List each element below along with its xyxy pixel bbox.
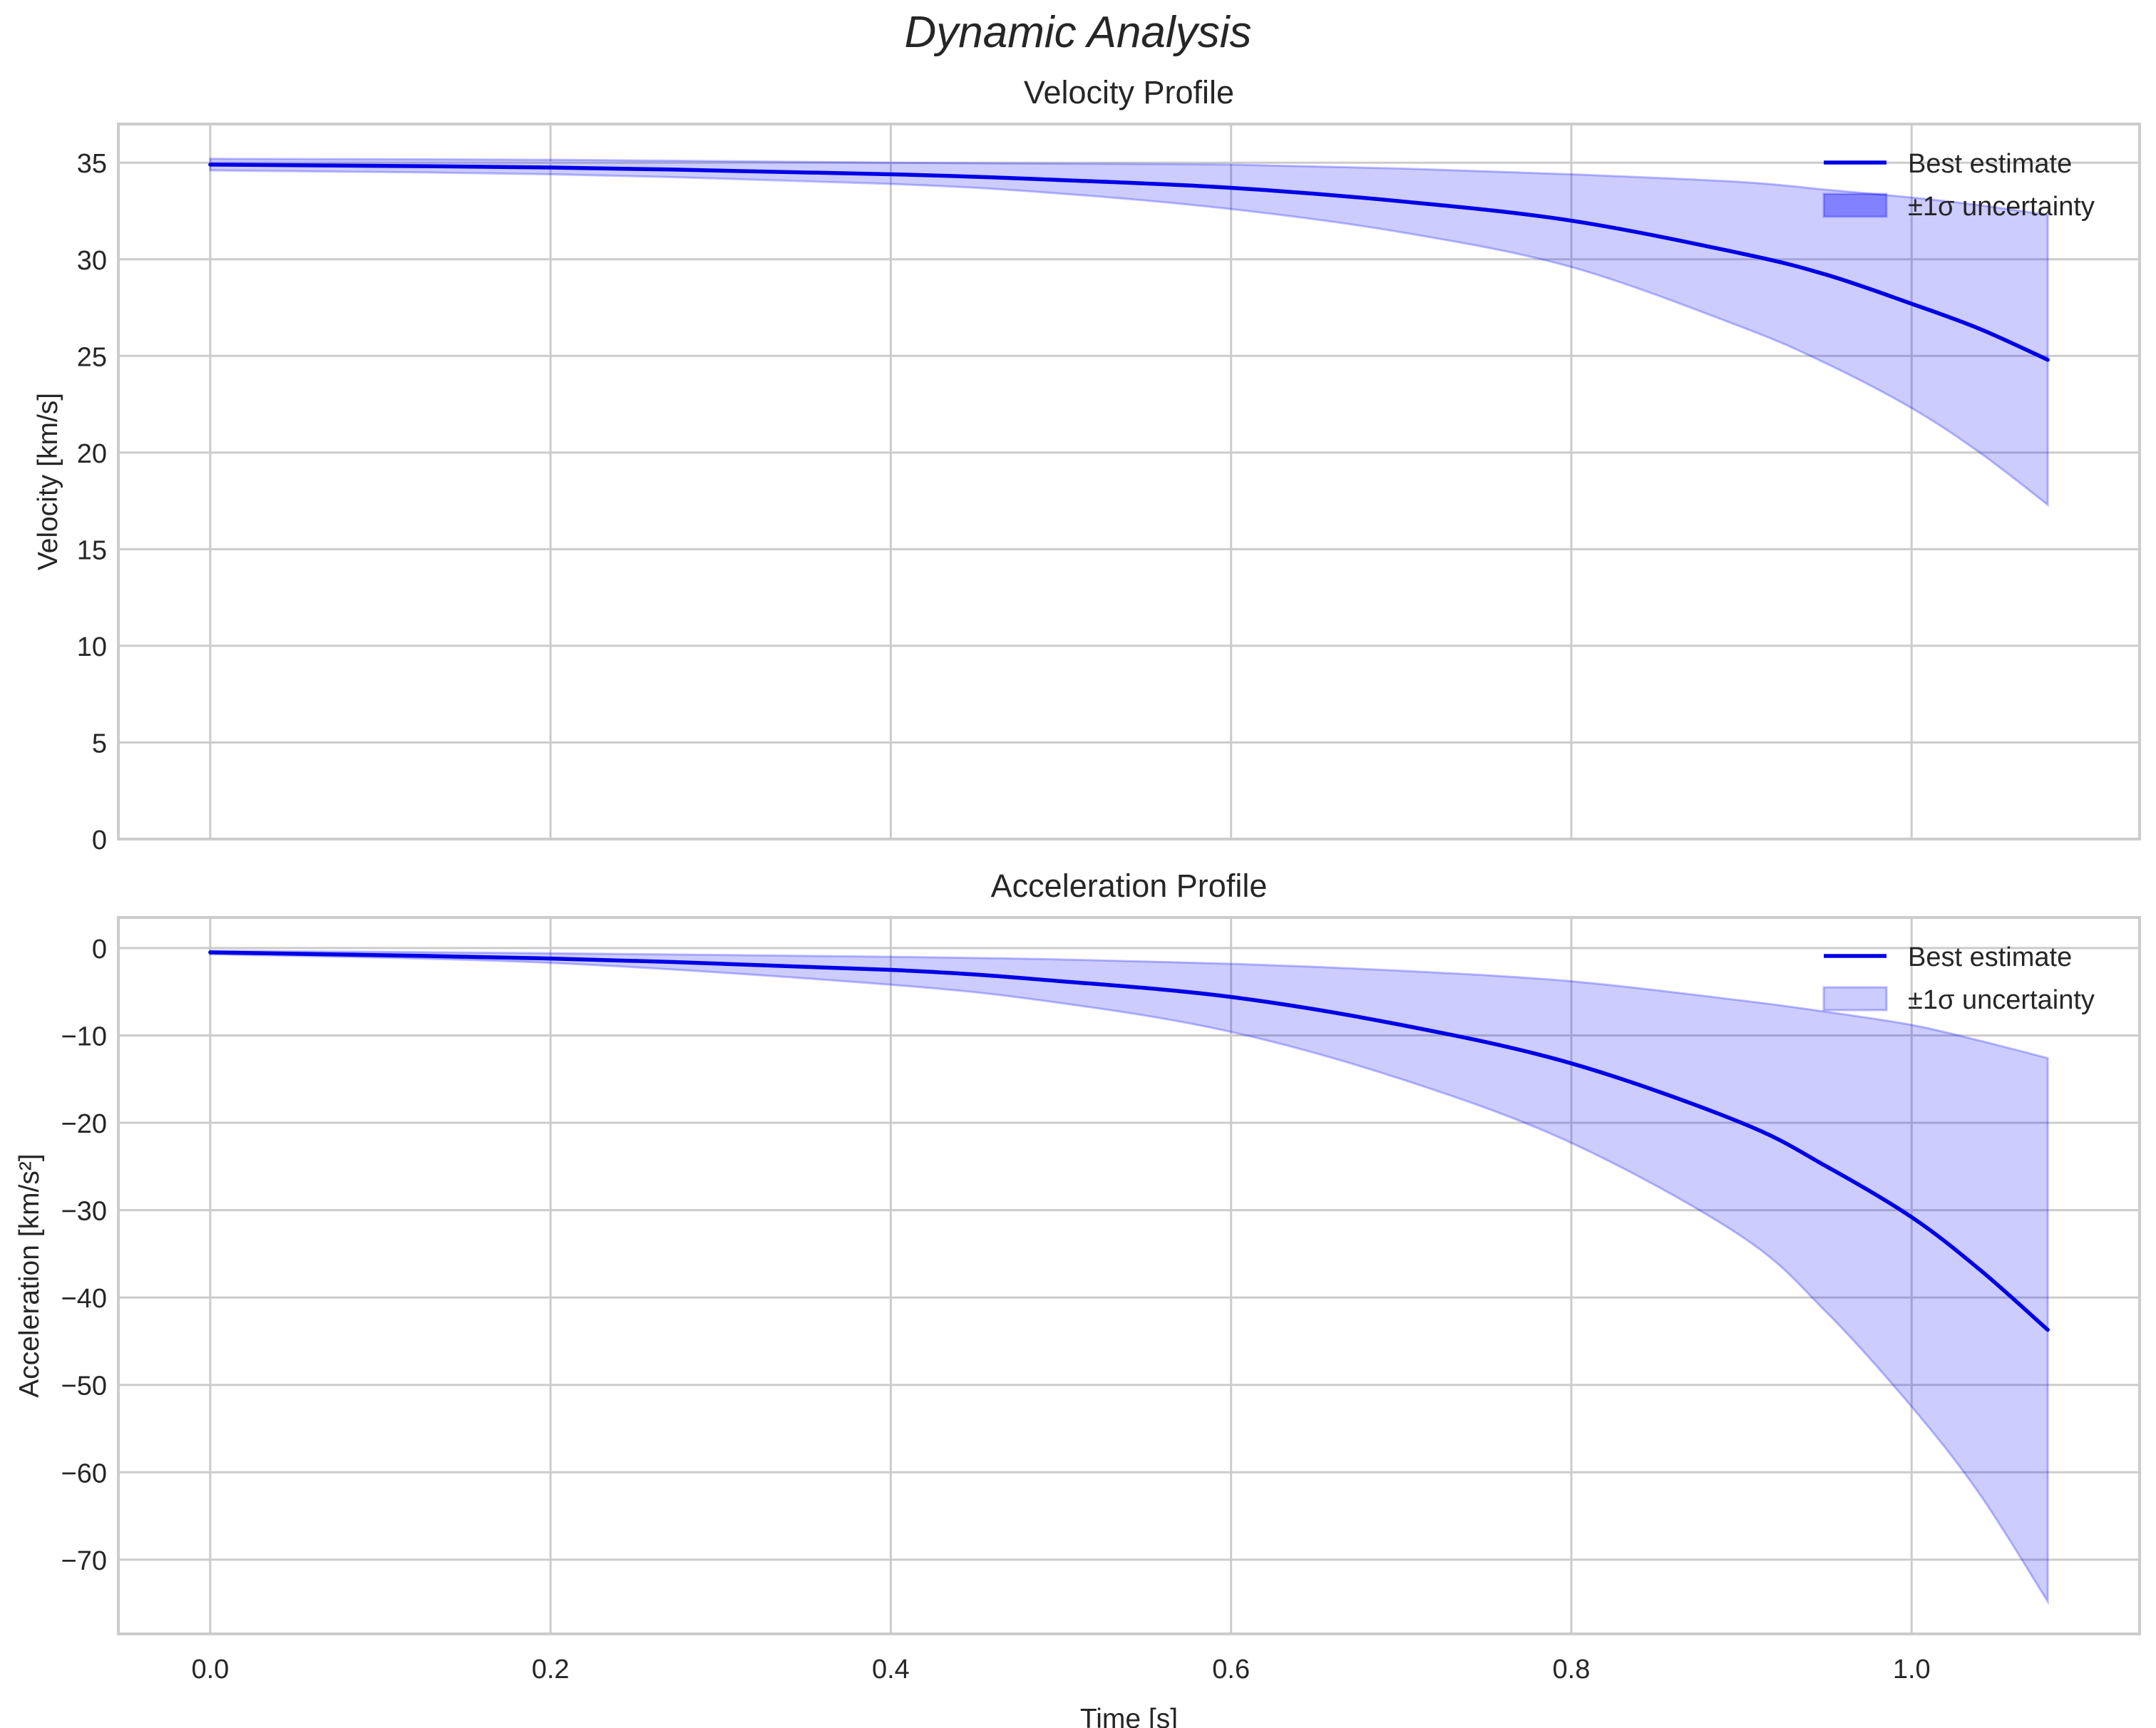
y-tick-label: −50	[61, 1372, 107, 1402]
x-axis-label: Time [s]	[1080, 1704, 1178, 1728]
x-tick-label: 0.8	[1553, 1655, 1591, 1685]
acceleration-plot: 0 −10 −20 −30 −40 −50 −60 −70 0.0 0.2 0.4 0.6 0.8 1.0…	[14, 916, 2141, 1728]
x-tick-label: 0.0	[191, 1655, 229, 1685]
legend-band-swatch	[1822, 986, 1888, 1012]
y-tick-label: 10	[77, 632, 107, 662]
legend-label-best-estimate: Best estimate	[1908, 942, 2072, 972]
y-tick-label: 15	[77, 535, 107, 565]
legend: Best estimate ±1σ uncertainty	[1822, 942, 2095, 1015]
y-tick-label: 25	[77, 342, 107, 372]
x-tick-label: 0.4	[872, 1655, 910, 1685]
x-tick-label: 0.2	[532, 1655, 570, 1685]
y-tick-label: −40	[61, 1284, 107, 1314]
y-tick-label: 30	[77, 246, 107, 276]
legend-label-best-estimate: Best estimate	[1908, 149, 2072, 179]
axes-frame	[117, 916, 2141, 1635]
y-tick-label: 0	[92, 826, 107, 855]
axes-frame	[117, 123, 2141, 840]
x-tick-label: 0.6	[1212, 1655, 1250, 1685]
best-estimate-line	[208, 950, 2050, 1332]
y-tick-label: −30	[61, 1197, 107, 1227]
y-tick-label: 5	[92, 729, 107, 758]
figure-title: Dynamic Analysis	[904, 8, 1252, 57]
y-tick-label: −20	[61, 1109, 107, 1139]
velocity-plot-title: Velocity Profile	[1023, 74, 1235, 110]
y-tick-label: 20	[77, 439, 107, 469]
y-tick-label: 0	[92, 935, 107, 965]
best-estimate-line	[208, 163, 2050, 362]
legend-label-uncertainty: ±1σ uncertainty	[1908, 192, 2095, 222]
legend-band-swatch	[1822, 192, 1888, 218]
x-tick-label: 1.0	[1893, 1655, 1931, 1685]
legend-label-uncertainty: ±1σ uncertainty	[1908, 985, 2095, 1015]
y-tick-label: −60	[61, 1459, 107, 1488]
y-tick-label: −70	[61, 1546, 107, 1576]
velocity-plot: 0 5 10 15 20 25 30 35 Velocity [km/s] Best estima…	[33, 123, 2141, 855]
legend: Best estimate ±1σ uncertainty	[1822, 149, 2095, 222]
uncertainty-band	[209, 158, 2049, 508]
acceleration-plot-title: Acceleration Profile	[990, 868, 1268, 904]
uncertainty-band	[209, 950, 2049, 1605]
y-axis-label: Acceleration [km/s²]	[14, 1153, 45, 1397]
y-axis-label: Velocity [km/s]	[33, 393, 63, 570]
y-tick-label: 35	[77, 149, 107, 179]
y-tick-label: −10	[61, 1022, 107, 1051]
